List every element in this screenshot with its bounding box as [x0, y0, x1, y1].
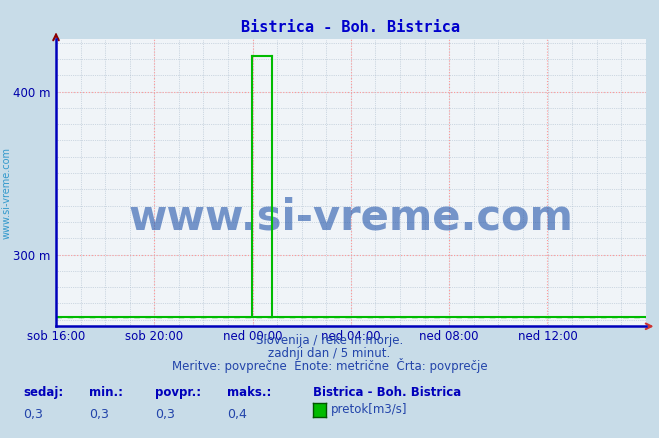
Text: 0,3: 0,3	[89, 408, 109, 421]
Title: Bistrica - Boh. Bistrica: Bistrica - Boh. Bistrica	[241, 21, 461, 35]
Text: maks.:: maks.:	[227, 386, 272, 399]
Text: 0,3: 0,3	[23, 408, 43, 421]
Text: www.si-vreme.com: www.si-vreme.com	[129, 196, 573, 238]
Text: Slovenija / reke in morje.: Slovenija / reke in morje.	[256, 334, 403, 347]
Text: zadnji dan / 5 minut.: zadnji dan / 5 minut.	[268, 347, 391, 360]
Text: pretok[m3/s]: pretok[m3/s]	[331, 403, 407, 416]
Text: povpr.:: povpr.:	[155, 386, 201, 399]
Text: Bistrica - Boh. Bistrica: Bistrica - Boh. Bistrica	[313, 386, 461, 399]
Text: Meritve: povprečne  Enote: metrične  Črta: povprečje: Meritve: povprečne Enote: metrične Črta:…	[172, 358, 487, 373]
Text: min.:: min.:	[89, 386, 123, 399]
Text: sedaj:: sedaj:	[23, 386, 63, 399]
Text: 0,3: 0,3	[155, 408, 175, 421]
Text: www.si-vreme.com: www.si-vreme.com	[2, 147, 12, 239]
Text: 0,4: 0,4	[227, 408, 247, 421]
